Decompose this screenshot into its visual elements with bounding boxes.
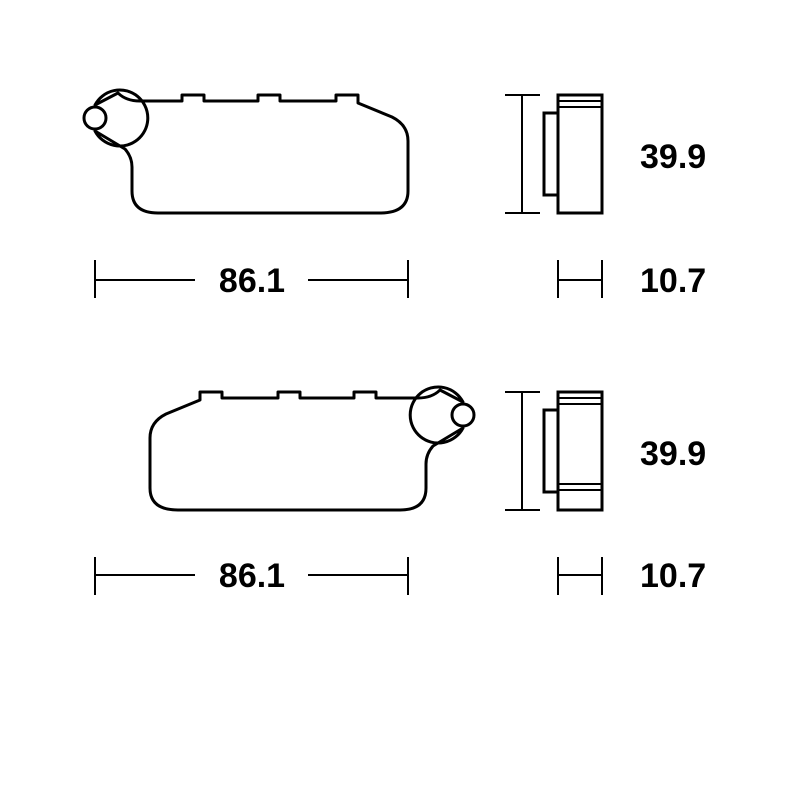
dim-bottom-thickness-label: 10.7 <box>640 557 706 595</box>
dim-top-thickness: 10.7 <box>558 260 706 300</box>
dim-top-width-label: 86.1 <box>219 262 285 300</box>
dim-bottom-height: 39.9 <box>505 392 706 510</box>
pad-bottom-group: 86.1 39.9 10.7 <box>95 387 706 595</box>
dim-bottom-width: 86.1 <box>95 557 408 595</box>
dim-top-width: 86.1 <box>95 260 408 300</box>
dim-bottom-thickness: 10.7 <box>558 557 706 595</box>
pad-bottom-face <box>150 387 474 510</box>
pad-top-profile <box>544 95 602 213</box>
brake-pad-dimension-diagram: { "diagram": { "type": "technical_drawin… <box>0 0 800 800</box>
pad-top-face <box>84 90 408 213</box>
pad-bottom-profile <box>544 392 602 510</box>
dim-bottom-height-label: 39.9 <box>640 435 706 473</box>
pad-top-group: 86.1 39.9 10.7 <box>84 90 706 300</box>
dim-top-height-label: 39.9 <box>640 138 706 176</box>
drawing-canvas: 86.1 39.9 10.7 <box>0 0 800 800</box>
dim-top-thickness-label: 10.7 <box>640 262 706 300</box>
dim-top-height: 39.9 <box>505 95 706 213</box>
dim-bottom-width-label: 86.1 <box>219 557 285 595</box>
